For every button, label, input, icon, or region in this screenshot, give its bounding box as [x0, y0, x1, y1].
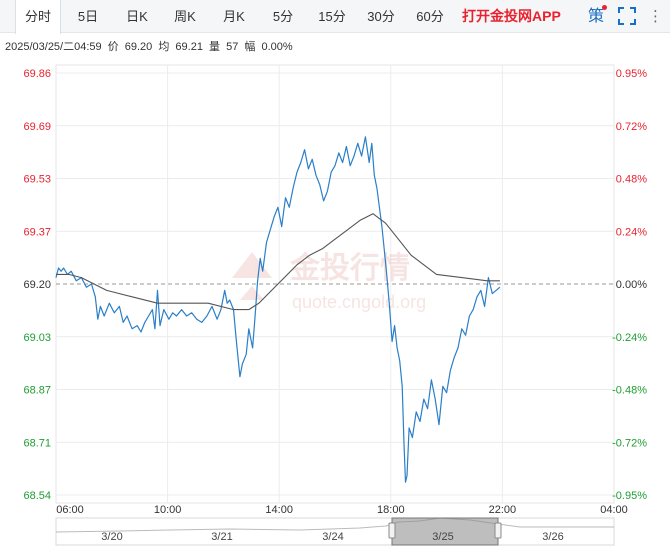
volume-label: 量 [209, 41, 221, 53]
price-line [55, 136, 501, 483]
tab-30-min[interactable]: 30分 [367, 9, 395, 24]
navigator-left-handle[interactable] [388, 522, 396, 539]
tab-15-min[interactable]: 15分 [318, 9, 346, 24]
pct-tick-label: 0.95% [616, 68, 647, 80]
y-tick-label: 69.69 [23, 121, 51, 133]
fullscreen-icon[interactable] [618, 7, 636, 25]
x-tick-label: 06:00 [56, 504, 84, 516]
pct-tick-label: -0.24% [612, 332, 647, 344]
pct-tick-label: 0.72% [616, 121, 647, 133]
change-label: 幅 [244, 41, 256, 53]
tab-daily-k[interactable]: 日K [126, 9, 148, 24]
y-tick-label: 68.87 [23, 385, 51, 397]
pct-tick-label: -0.95% [612, 490, 647, 502]
navigator-date-label: 3/20 [101, 531, 122, 543]
watermark-logo-icon [232, 252, 272, 300]
quote-info-line: 2025/03/25/二04:59 价 69.20 均 69.21 量 57 幅… [5, 38, 296, 54]
avg-label: 均 [158, 41, 170, 53]
price-value: 69.20 [124, 41, 153, 53]
x-tick-label: 22:00 [489, 504, 517, 516]
y-tick-label: 68.54 [23, 490, 51, 502]
more-icon[interactable]: ⋮ [648, 8, 663, 25]
x-tick-label: 04:00 [600, 504, 628, 516]
y-tick-label: 68.71 [23, 437, 51, 449]
navigator-date-label: 3/26 [542, 531, 563, 543]
tab-60-min[interactable]: 60分 [416, 9, 444, 24]
y-tick-label: 69.53 [23, 174, 51, 186]
strategy-icon[interactable]: 策 [588, 8, 605, 25]
volume-value: 57 [226, 41, 239, 53]
y-tick-label: 69.86 [23, 68, 51, 80]
x-tick-label: 18:00 [377, 504, 405, 516]
notification-dot [602, 5, 607, 10]
navigator-selection [391, 517, 499, 546]
x-tick-label: 14:00 [265, 504, 293, 516]
navigator-date-label: 3/24 [322, 531, 343, 543]
watermark-url: quote.cngold.org [292, 292, 426, 312]
watermark-brand: 金投行情 [289, 251, 410, 285]
tab-5-day[interactable]: 5日 [77, 9, 99, 24]
pct-tick-label: 0.48% [616, 174, 647, 186]
y-tick-label: 69.20 [23, 279, 51, 291]
change-value: 0.00% [261, 41, 293, 53]
y-tick-label: 69.03 [23, 332, 51, 344]
avg-value: 69.21 [175, 41, 203, 53]
tab-weekly-k[interactable]: 周K [174, 9, 196, 24]
navigator-date-label: 3/21 [211, 531, 232, 543]
average-line [56, 213, 500, 311]
tab-5-min[interactable]: 5分 [272, 9, 294, 24]
watermark: 金投行情 quote.cngold.org [232, 251, 426, 312]
pct-tick-label: -0.48% [612, 385, 647, 397]
tab-intraday[interactable]: 分时 [15, 0, 61, 34]
navigator-date-label: 3/25 [432, 531, 453, 543]
x-tick-label: 10:00 [154, 504, 182, 516]
pct-tick-label: -0.72% [612, 437, 647, 449]
period-tab-bar: 分时 5日 日K 周K 月K 5分 15分 30分 60分 打开金投网APP 策… [0, 0, 670, 34]
open-app-link[interactable]: 打开金投网APP [462, 8, 561, 24]
pct-tick-label: 0.00% [616, 279, 647, 291]
tab-monthly-k[interactable]: 月K [223, 9, 245, 24]
navigator-bar [55, 517, 615, 546]
pct-tick-label: 0.24% [616, 226, 647, 238]
navigator-right-handle[interactable] [494, 522, 502, 539]
quote-datetime: 2025/03/25/二04:59 [5, 41, 102, 53]
y-tick-label: 69.37 [23, 226, 51, 238]
price-label: 价 [107, 41, 119, 53]
